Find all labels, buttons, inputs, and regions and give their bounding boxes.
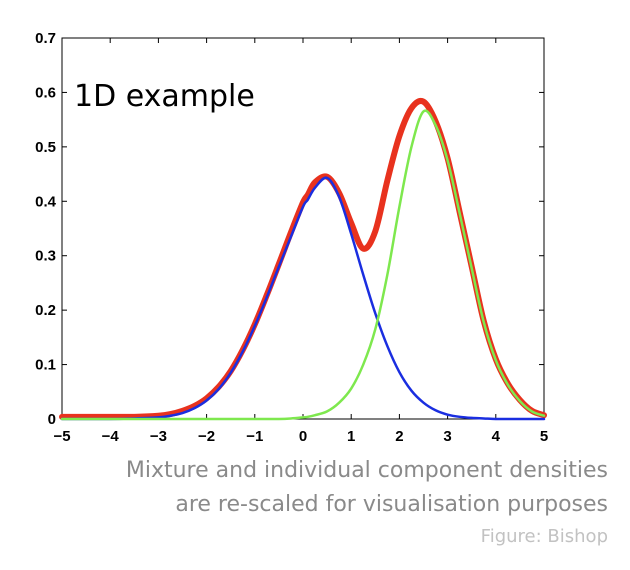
y-tick-label: 0.4 <box>35 193 57 210</box>
caption-line-2: are re-scaled for visualisation purposes <box>175 492 608 517</box>
x-tick-label: −4 <box>102 428 120 445</box>
y-tick-label: 0 <box>48 411 56 428</box>
y-tick-label: 0.2 <box>35 302 56 319</box>
annotation-text: 1D example <box>74 79 255 114</box>
x-tick-label: 2 <box>395 428 403 445</box>
y-tick-labels: 0 0.1 0.2 0.3 0.4 0.5 0.6 0.7 <box>35 30 57 428</box>
x-tick-label: 5 <box>540 428 548 445</box>
component-1-line <box>60 176 546 421</box>
y-tick-label: 0.1 <box>35 357 56 374</box>
x-tick-label: 0 <box>299 428 307 445</box>
figure-credit: Figure: Bishop <box>480 526 608 547</box>
y-tick-label: 0.3 <box>35 248 56 265</box>
y-tick-label: 0.7 <box>35 30 56 47</box>
x-tick-label: −5 <box>53 428 70 445</box>
density-plot: −5 −4 −3 −2 −1 0 1 2 3 4 5 00.10.20.30.40.50.60.7 … <box>35 30 548 445</box>
x-tick-label: 3 <box>443 428 451 445</box>
x-tick-label: 1 <box>347 428 355 445</box>
series-layer <box>59 97 547 421</box>
x-tick-label: 4 <box>492 428 501 445</box>
y-tick-label: 0.5 <box>35 139 56 156</box>
x-tick-labels: −5 −4 −3 −2 −1 0 1 2 3 4 5 <box>53 428 548 445</box>
y-tick-label: 0.6 <box>35 84 56 101</box>
x-tick-label: −1 <box>246 428 263 445</box>
x-tick-label: −2 <box>198 428 215 445</box>
component-2-line <box>60 109 546 421</box>
caption-line-1: Mixture and individual component densiti… <box>125 458 608 483</box>
x-tick-label: −3 <box>150 428 167 445</box>
